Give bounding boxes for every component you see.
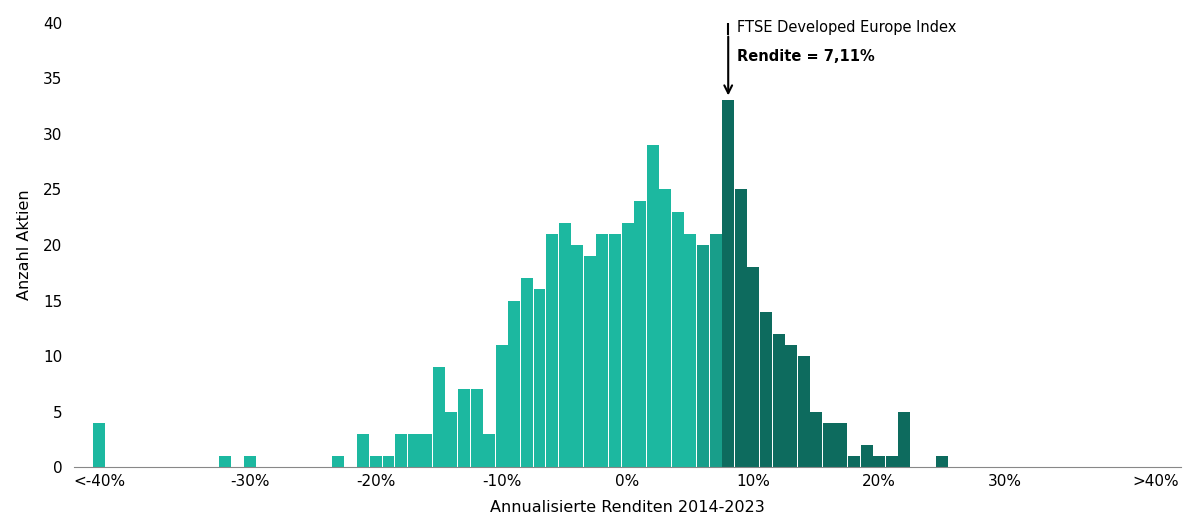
Bar: [509, 301, 521, 467]
Bar: [848, 456, 860, 467]
Bar: [785, 345, 797, 467]
Bar: [332, 456, 344, 467]
Bar: [810, 412, 822, 467]
Bar: [709, 234, 721, 467]
Bar: [860, 445, 872, 467]
Bar: [647, 145, 659, 467]
Bar: [684, 234, 696, 467]
Bar: [596, 234, 608, 467]
Bar: [358, 434, 370, 467]
Bar: [395, 434, 407, 467]
Bar: [886, 456, 898, 467]
Bar: [608, 234, 620, 467]
Bar: [420, 434, 432, 467]
Bar: [546, 234, 558, 467]
Bar: [697, 245, 709, 467]
Bar: [445, 412, 457, 467]
Bar: [458, 389, 470, 467]
Bar: [534, 289, 546, 467]
Text: FTSE Developed Europe Index: FTSE Developed Europe Index: [737, 20, 956, 36]
Bar: [835, 423, 847, 467]
Bar: [218, 456, 230, 467]
Bar: [722, 101, 734, 467]
Bar: [408, 434, 420, 467]
Bar: [559, 223, 571, 467]
Text: Rendite = 7,11%: Rendite = 7,11%: [737, 49, 875, 64]
Bar: [899, 412, 911, 467]
Bar: [634, 201, 646, 467]
Bar: [672, 212, 684, 467]
Bar: [496, 345, 508, 467]
Bar: [584, 256, 595, 467]
Bar: [94, 423, 106, 467]
Bar: [936, 456, 948, 467]
Bar: [484, 434, 496, 467]
Bar: [433, 367, 445, 467]
Bar: [622, 223, 634, 467]
Bar: [370, 456, 382, 467]
X-axis label: Annualisierte Renditen 2014-2023: Annualisierte Renditen 2014-2023: [490, 500, 764, 516]
Bar: [571, 245, 583, 467]
Bar: [659, 189, 671, 467]
Bar: [823, 423, 835, 467]
Bar: [773, 334, 785, 467]
Bar: [244, 456, 256, 467]
Y-axis label: Anzahl Aktien: Anzahl Aktien: [17, 190, 31, 300]
Bar: [760, 312, 772, 467]
Bar: [748, 267, 760, 467]
Bar: [383, 456, 395, 467]
Bar: [521, 278, 533, 467]
Bar: [874, 456, 886, 467]
Bar: [470, 389, 482, 467]
Bar: [734, 189, 746, 467]
Bar: [798, 356, 810, 467]
